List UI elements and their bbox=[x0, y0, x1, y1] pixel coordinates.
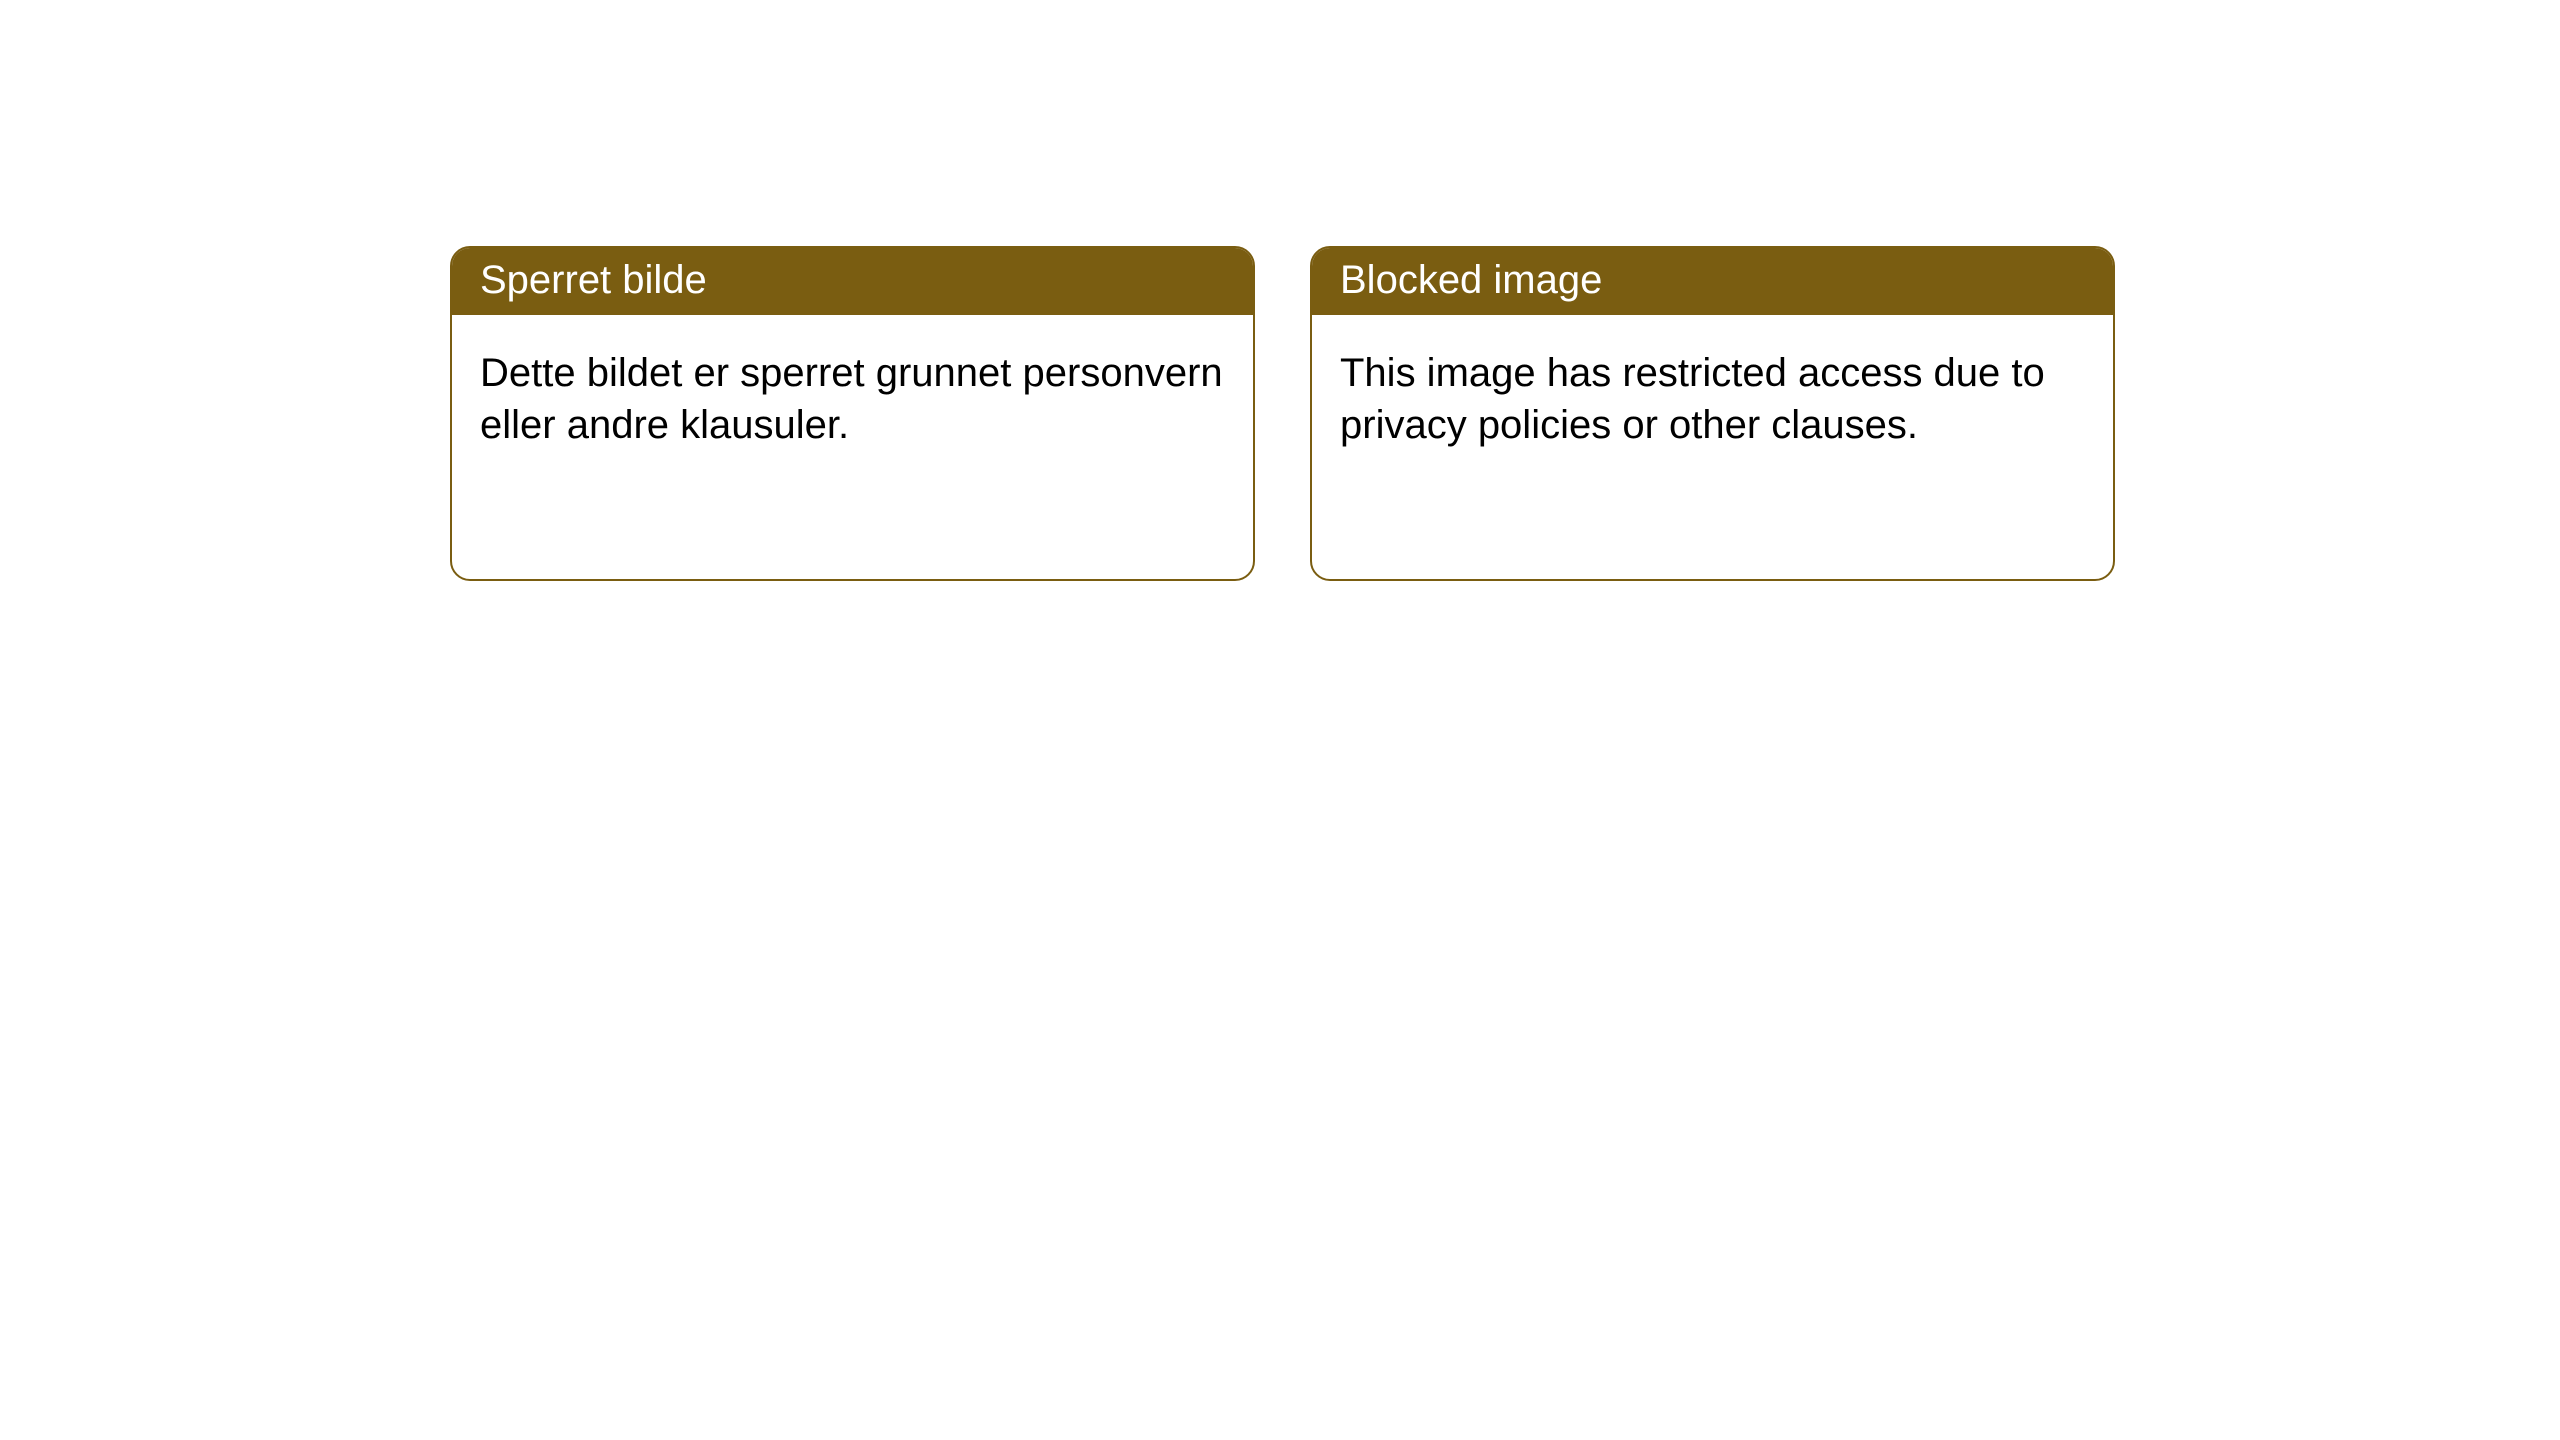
card-body-en: This image has restricted access due to … bbox=[1312, 315, 2113, 483]
card-title-no: Sperret bilde bbox=[480, 258, 707, 302]
blocked-image-card-no: Sperret bilde Dette bildet er sperret gr… bbox=[450, 246, 1255, 581]
card-text-en: This image has restricted access due to … bbox=[1340, 351, 2045, 447]
card-text-no: Dette bildet er sperret grunnet personve… bbox=[480, 351, 1223, 447]
blocked-image-cards: Sperret bilde Dette bildet er sperret gr… bbox=[450, 246, 2560, 581]
blocked-image-card-en: Blocked image This image has restricted … bbox=[1310, 246, 2115, 581]
card-header-en: Blocked image bbox=[1312, 248, 2113, 315]
card-title-en: Blocked image bbox=[1340, 258, 1602, 302]
card-header-no: Sperret bilde bbox=[452, 248, 1253, 315]
card-body-no: Dette bildet er sperret grunnet personve… bbox=[452, 315, 1253, 483]
